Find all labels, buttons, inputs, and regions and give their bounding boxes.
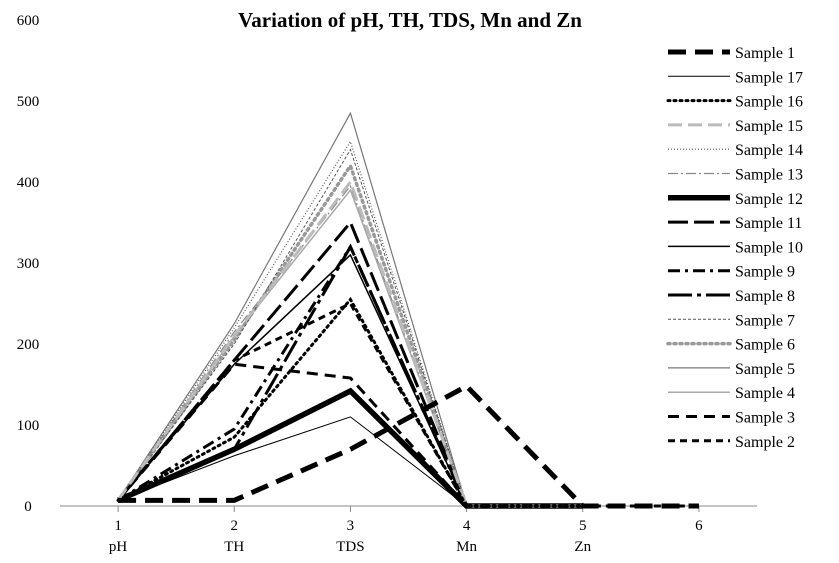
legend-label: Sample 3 [735, 410, 795, 427]
legend-entry: Sample 6 [666, 337, 795, 354]
chart-title: Variation of pH, TH, TDS, Mn and Zn [238, 8, 582, 32]
legend-label: Sample 10 [735, 239, 803, 256]
legend-label: Sample 2 [735, 434, 795, 451]
series-line-sample-7 [117, 148, 583, 507]
legend-label: Sample 17 [735, 69, 803, 86]
legend-entry: Sample 2 [668, 434, 795, 451]
legend-entry: Sample 11 [668, 215, 802, 232]
legend-entry: Sample 12 [668, 191, 803, 208]
x-category-label: TDS [336, 539, 364, 555]
legend-label: Sample 13 [735, 167, 803, 184]
x-category-label: Mn [456, 539, 477, 555]
legend-label: Sample 7 [735, 312, 795, 329]
legend-label: Sample 5 [735, 361, 795, 378]
legend-label: Sample 12 [735, 191, 803, 208]
legend-entry: Sample 13 [668, 167, 803, 184]
legend-entry: Sample 16 [666, 94, 803, 111]
legend-entry: Sample 17 [668, 69, 803, 86]
series-line-sample-17 [117, 416, 583, 507]
x-category-label: pH [109, 539, 128, 555]
legend-entry: Sample 8 [668, 288, 795, 305]
y-tick-label: 0 [24, 499, 32, 515]
legend: Sample 1 Sample 17 Sample 16 Sample 15 Sampl… [666, 45, 803, 451]
y-tick-label: 400 [17, 175, 40, 191]
legend-entry: Sample 9 [668, 264, 795, 281]
series-line-sample-6 [116, 161, 585, 508]
legend-entry: Sample 1 [668, 45, 795, 62]
y-tick-label: 600 [17, 13, 40, 29]
legend-entry: Sample 5 [668, 361, 795, 378]
x-tick-label: 2 [231, 518, 239, 534]
legend-label: Sample 9 [735, 264, 795, 281]
x-tick-label: 4 [463, 518, 471, 534]
legend-label: Sample 15 [735, 118, 803, 135]
legend-label: Sample 16 [735, 94, 803, 111]
y-tick-label: 100 [17, 418, 40, 434]
legend-label: Sample 11 [735, 215, 802, 232]
legend-entry: Sample 10 [668, 239, 803, 256]
x-tick-label: 1 [114, 518, 122, 534]
legend-entry: Sample 4 [668, 385, 795, 402]
legend-label: Sample 14 [735, 142, 803, 159]
x-axis: 1 pH 2 TH 3 TDS 4 Mn 5 Zn 6 [60, 505, 757, 555]
x-tick-label: 6 [695, 518, 703, 534]
legend-entry: Sample 3 [668, 410, 795, 427]
legend-label: Sample 4 [735, 385, 795, 402]
x-tick-label: 5 [579, 518, 587, 534]
legend-label: Sample 8 [735, 288, 795, 305]
plot-area [116, 111, 699, 509]
legend-entry: Sample 14 [668, 142, 803, 159]
legend-label: Sample 6 [735, 337, 795, 354]
x-category-label: TH [224, 539, 244, 555]
legend-entry: Sample 7 [668, 312, 795, 329]
x-tick-label: 3 [347, 518, 355, 534]
series-line-sample-14 [117, 140, 583, 507]
legend-label: Sample 1 [735, 45, 795, 62]
x-category-label: Zn [574, 539, 591, 555]
y-tick-label: 200 [17, 337, 40, 353]
y-axis: 0 100 200 300 400 500 600 [17, 13, 40, 515]
series-line-sample-1 [118, 383, 699, 509]
y-tick-label: 500 [17, 94, 40, 110]
legend-entry: Sample 15 [668, 118, 803, 135]
y-tick-label: 300 [17, 256, 40, 272]
